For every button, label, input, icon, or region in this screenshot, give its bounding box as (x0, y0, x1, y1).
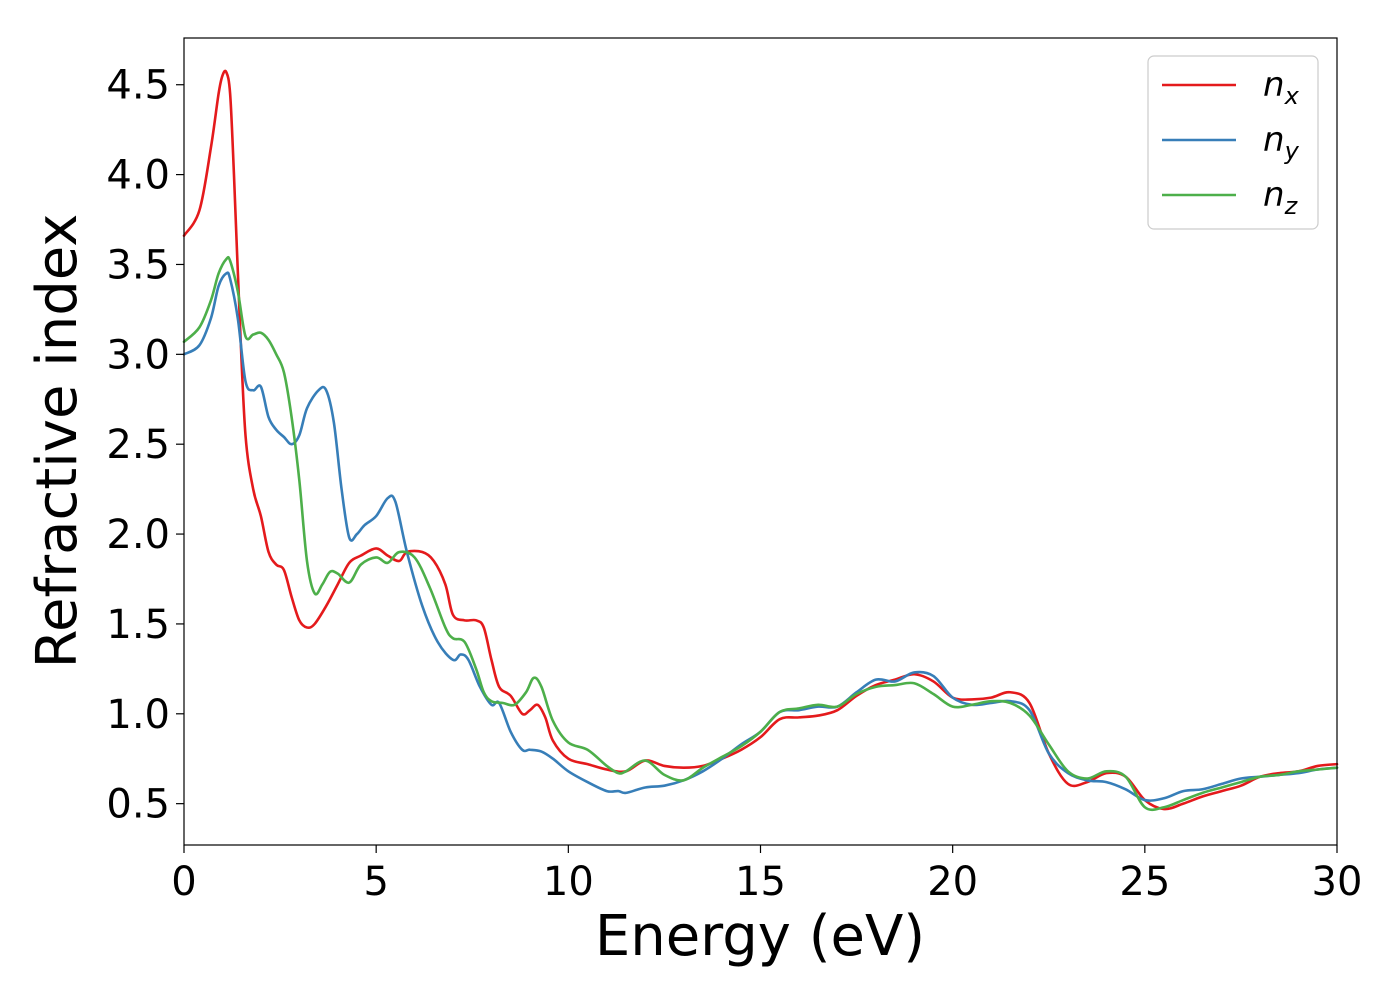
y-tick-label: 3.0 (106, 332, 170, 378)
legend-label-subscript: y (1284, 137, 1300, 165)
legend-frame (1147, 55, 1319, 230)
y-axis: 0.5 1.0 1.5 2.0 2.5 3.0 3.5 4.0 4.5 (106, 63, 184, 828)
y-axis-title: Refractive index (25, 214, 90, 669)
x-axis-title: Energy (eV) (595, 904, 925, 969)
legend-label-base: n (1263, 65, 1285, 105)
y-tick-label: 4.0 (106, 153, 170, 199)
x-tick-label: 15 (735, 859, 786, 905)
series-layer (182, 69, 1339, 812)
x-tick-label: 10 (543, 859, 594, 905)
y-tick-label: 3.5 (106, 242, 170, 288)
x-tick-label: 25 (1119, 859, 1170, 905)
y-tick-label: 2.0 (106, 512, 170, 558)
y-tick-label: 1.0 (106, 692, 170, 738)
legend-label-subscript: z (1284, 192, 1299, 220)
series-line-nx (182, 69, 1339, 811)
x-tick-label: 20 (927, 859, 978, 905)
x-tick-label: 30 (1312, 859, 1363, 905)
y-tick-label: 4.5 (106, 63, 170, 109)
x-tick-label: 0 (171, 859, 196, 905)
y-tick-label: 0.5 (106, 782, 170, 828)
legend-label-nx: nx (1263, 65, 1300, 110)
x-axis: 0 5 10 15 20 25 30 (171, 845, 1362, 905)
legend-label-base: n (1263, 120, 1285, 160)
x-tick-label: 5 (363, 859, 388, 905)
legend-label-subscript: x (1284, 82, 1300, 110)
legend-label-base: n (1263, 175, 1285, 215)
legend-label-nz: nz (1263, 175, 1299, 220)
legend-label-ny: ny (1263, 120, 1300, 165)
series-line-nz (182, 255, 1339, 812)
y-tick-label: 2.5 (106, 422, 170, 468)
y-tick-label: 1.5 (106, 602, 170, 648)
